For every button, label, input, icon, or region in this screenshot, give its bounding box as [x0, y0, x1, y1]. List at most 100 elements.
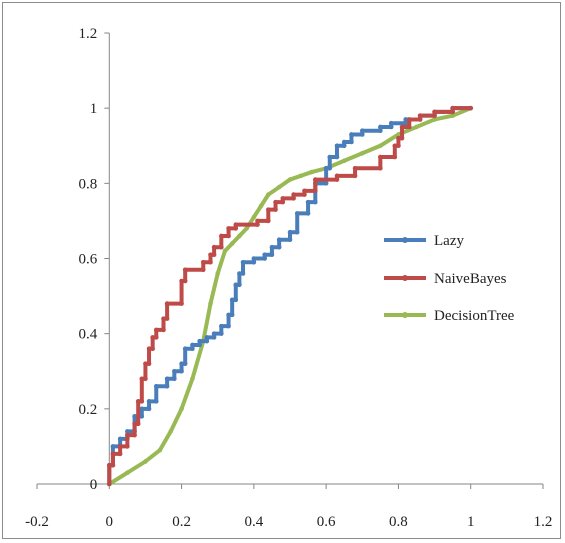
data-point [233, 297, 239, 303]
x-tick-label: 1.2 [534, 514, 553, 530]
data-point [211, 331, 217, 336]
data-point [222, 248, 228, 254]
data-point [359, 128, 365, 134]
data-point [417, 113, 423, 118]
data-point [334, 143, 340, 149]
data-point [352, 166, 358, 171]
data-point [153, 335, 159, 340]
data-point [197, 338, 202, 344]
data-point [132, 421, 137, 427]
data-point [237, 271, 242, 276]
data-point [168, 429, 174, 434]
data-point [305, 211, 311, 216]
data-point [341, 158, 347, 164]
data-point [378, 154, 383, 160]
data-point [200, 267, 206, 273]
data-point [309, 169, 314, 175]
series-layer [106, 105, 474, 487]
data-point [378, 143, 383, 149]
data-point [291, 196, 296, 201]
data-point [240, 271, 246, 276]
x-tick-label: 1 [467, 514, 475, 530]
data-point [450, 109, 455, 115]
data-point [266, 192, 271, 197]
data-point [349, 132, 354, 137]
x-tick-label: -0.2 [25, 514, 49, 530]
data-point [323, 166, 329, 171]
x-tick-label: 0.2 [172, 514, 191, 530]
data-point [226, 233, 231, 239]
data-point [294, 229, 300, 235]
data-point [280, 196, 286, 201]
data-point [276, 237, 282, 243]
data-point [266, 207, 271, 212]
data-point [164, 301, 170, 306]
axes: 0 0.2 0.4 0.6 0.8 1 1.2 -0.2 0 0.2 0.4 0.6 0.8 1 1.2 [25, 26, 552, 530]
data-point [117, 444, 123, 449]
data-point [417, 117, 423, 122]
data-point [392, 154, 398, 160]
data-point [269, 244, 275, 250]
y-tick-label: 1 [90, 101, 98, 117]
data-point [182, 361, 188, 367]
data-point [146, 361, 152, 367]
y-tick-label: 0 [90, 477, 98, 493]
data-point [406, 117, 412, 122]
data-point [164, 316, 170, 321]
data-point [106, 462, 112, 468]
data-point [161, 316, 166, 321]
data-point [182, 267, 188, 273]
data-point [179, 278, 184, 284]
data-point [298, 173, 304, 179]
data-point [139, 406, 145, 412]
data-point [153, 399, 159, 404]
data-point [305, 199, 311, 205]
data-point [233, 282, 239, 288]
data-point [153, 327, 159, 333]
y-tick-label: 0.2 [79, 402, 98, 418]
data-point [276, 244, 282, 250]
data-point [432, 117, 437, 122]
data-point [313, 177, 318, 182]
data-point [179, 361, 184, 367]
data-point [406, 124, 412, 130]
data-point [125, 470, 130, 476]
data-point [150, 335, 155, 340]
data-point [143, 459, 148, 464]
data-point [208, 259, 213, 265]
data-point [414, 124, 419, 130]
data-point [255, 218, 260, 224]
data-point [143, 376, 148, 382]
data-point [110, 451, 116, 457]
data-point [251, 214, 257, 220]
data-point [132, 414, 137, 419]
data-point [399, 135, 405, 141]
data-point [392, 143, 398, 149]
data-point [211, 244, 217, 250]
series-line [107, 106, 473, 486]
data-point [313, 188, 318, 194]
legend-label: Lazy [434, 233, 464, 249]
data-point [233, 222, 239, 227]
data-point [161, 327, 166, 333]
data-point [378, 124, 383, 130]
series-lazy [106, 105, 474, 487]
data-point [262, 252, 268, 258]
data-point [139, 376, 145, 382]
y-tick-label: 0.4 [79, 327, 98, 343]
data-point [450, 105, 455, 111]
chart-frame [2, 2, 561, 539]
legend: Lazy NaiveBayes DecisionTree [384, 233, 515, 324]
data-point [237, 282, 242, 288]
data-point [200, 259, 206, 265]
data-point [135, 421, 141, 427]
data-point [262, 256, 268, 261]
data-point [266, 218, 271, 224]
series-line [107, 106, 473, 486]
data-point [125, 444, 130, 449]
data-point [153, 383, 159, 389]
data-point [276, 184, 282, 190]
data-point [251, 259, 257, 265]
data-point [219, 331, 224, 336]
